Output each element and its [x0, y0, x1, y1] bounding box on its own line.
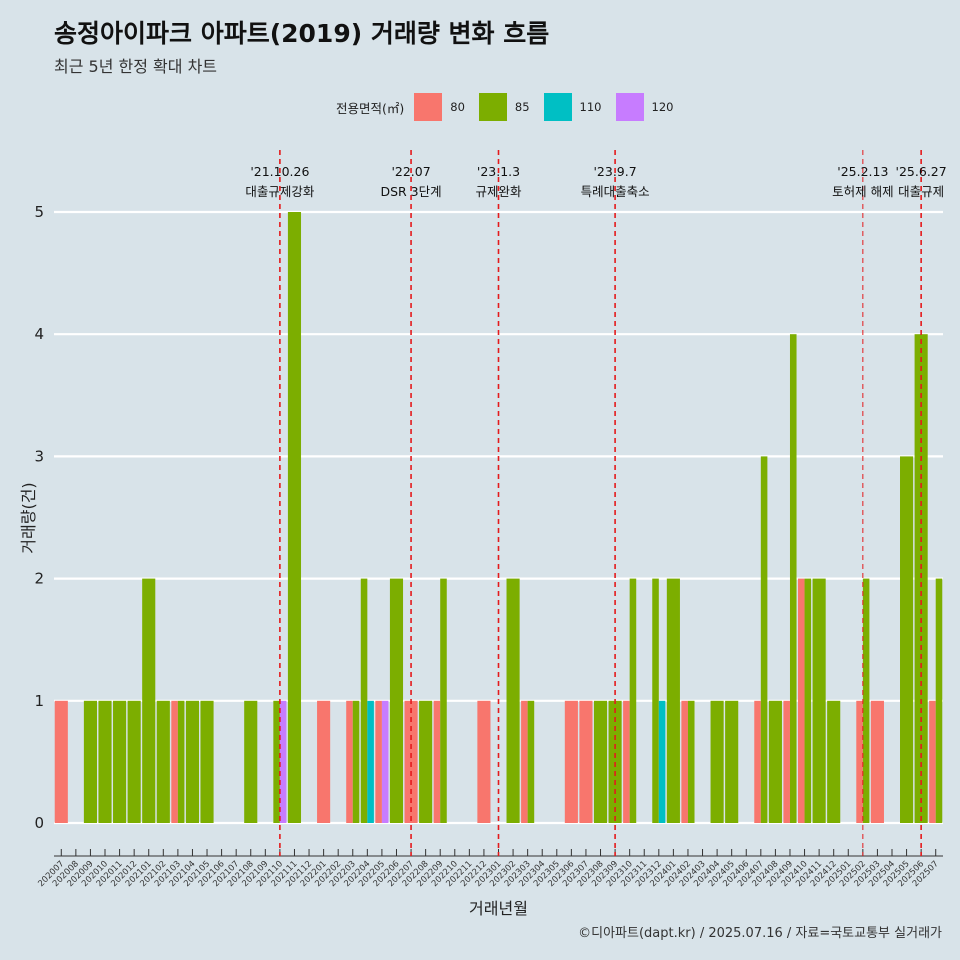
bar-202110-120 — [279, 700, 287, 823]
chart-caption: ©디아파트(dapt.kr) / 2025.07.16 / 자료=국토교통부 실… — [578, 926, 942, 941]
event-date: '25.2.13 — [837, 164, 888, 179]
bar-202507-80 — [929, 700, 936, 823]
bar-202108-85 — [244, 700, 258, 823]
bar-202405-85 — [725, 700, 739, 823]
bar-202308-85 — [593, 700, 608, 823]
bar-202212-80 — [477, 700, 491, 823]
event-label: 규제완화 — [475, 184, 522, 199]
bar-202303-85 — [527, 700, 535, 823]
y-tick-label: 5 — [34, 203, 44, 221]
y-tick-label: 3 — [34, 447, 44, 465]
bar-202111-85 — [287, 212, 302, 823]
bar-202409-80 — [783, 700, 790, 823]
legend-label-110: 110 — [579, 100, 602, 114]
legend-item-120: 120 — [615, 93, 680, 121]
bar-202410-80 — [797, 578, 805, 823]
chart-title: 송정아이파크 아파트(2019) 거래량 변화 흐름 — [54, 19, 550, 48]
bar-202103-80 — [171, 700, 178, 823]
bar-202312-110 — [658, 700, 666, 823]
bar-202309-85 — [608, 700, 622, 823]
bar-202312-85 — [652, 578, 659, 823]
event-label: 대출규제 — [898, 184, 944, 199]
bar-202402-85 — [687, 700, 695, 823]
bar-202104-85 — [185, 700, 200, 823]
bar-202505-85 — [900, 456, 914, 823]
bar-202209-85 — [440, 578, 447, 823]
bar-202401-85 — [666, 578, 680, 823]
bar-202407-80 — [754, 700, 761, 823]
bar-202204-85 — [360, 578, 368, 823]
bar-202306-80 — [564, 700, 578, 823]
y-tick-label: 2 — [34, 570, 44, 588]
y-axis-title: 거래량(건) — [19, 482, 38, 553]
bar-202502-80 — [856, 700, 863, 823]
bar-202506-85 — [914, 334, 928, 823]
bar-202103-85 — [177, 700, 185, 823]
legend-item-80: 80 — [414, 93, 471, 121]
legend-swatch-80 — [414, 93, 443, 121]
legend-label-85: 85 — [514, 100, 530, 114]
bar-202307-80 — [579, 700, 593, 823]
event-date: '23.1.3 — [477, 164, 520, 179]
bar-202502-85 — [862, 578, 870, 823]
bar-202204-110 — [367, 700, 374, 823]
bar-202207-80 — [404, 700, 418, 823]
bar-202105-85 — [200, 700, 214, 823]
bar-202303-80 — [521, 700, 528, 823]
bar-202310-80 — [623, 700, 630, 823]
legend: 전용면적(㎡) 80 85 110 120 — [336, 92, 687, 122]
legend-title: 전용면적(㎡) — [336, 100, 405, 116]
bar-202507-85 — [935, 578, 943, 823]
bar-202409-85 — [789, 334, 797, 823]
bar-202007-80 — [54, 700, 68, 823]
bar-202503-80 — [870, 700, 884, 823]
event-date: '23.9.7 — [593, 164, 636, 179]
y-tick-label: 4 — [34, 325, 44, 343]
bar-202411-85 — [812, 578, 826, 823]
bar-202408-85 — [768, 700, 782, 823]
bar-202412-85 — [827, 700, 841, 823]
event-date: '25.6.27 — [896, 164, 947, 179]
event-label: DSR 3단계 — [380, 184, 441, 199]
bar-202208-85 — [419, 700, 433, 823]
legend-swatch-85 — [478, 93, 507, 121]
bar-202205-80 — [375, 700, 382, 823]
bar-202203-80 — [346, 700, 353, 823]
bar-202209-80 — [433, 700, 441, 823]
bar-202404-85 — [710, 700, 724, 823]
bar-202402-80 — [681, 700, 688, 823]
bar-202110-85 — [273, 700, 280, 823]
bar-202206-85 — [389, 578, 404, 823]
legend-item-110: 110 — [543, 93, 608, 121]
bar-202205-120 — [381, 700, 389, 823]
event-label: 특례대출축소 — [581, 184, 650, 199]
chart-subtitle: 최근 5년 한정 확대 차트 — [54, 57, 218, 76]
bar-202012-85 — [127, 700, 141, 823]
legend-swatch-110 — [543, 93, 572, 121]
event-label: 토허제 해제 — [832, 184, 893, 199]
event-date: '21.10.26 — [250, 164, 309, 179]
y-tick-label: 0 — [34, 814, 44, 832]
bar-202201-80 — [317, 700, 331, 823]
bar-202010-85 — [98, 700, 112, 823]
event-date: '22.07 — [391, 164, 430, 179]
x-axis-title: 거래년월 — [469, 899, 528, 918]
event-label: 대출규제강화 — [245, 184, 315, 199]
legend-item-85: 85 — [478, 93, 536, 121]
bar-202009-85 — [83, 700, 97, 823]
legend-swatch-120 — [615, 93, 644, 121]
bar-202302-85 — [506, 578, 520, 823]
bar-202011-85 — [113, 700, 127, 823]
legend-label-120: 120 — [651, 100, 674, 114]
bar-202410-85 — [804, 578, 812, 823]
bar-202407-85 — [760, 456, 768, 823]
y-tick-label: 1 — [34, 692, 44, 710]
bar-202102-85 — [156, 700, 170, 823]
legend-label-80: 80 — [450, 100, 465, 114]
bar-202310-85 — [629, 578, 637, 823]
bar-202101-85 — [142, 578, 156, 823]
bar-202203-85 — [352, 700, 360, 823]
